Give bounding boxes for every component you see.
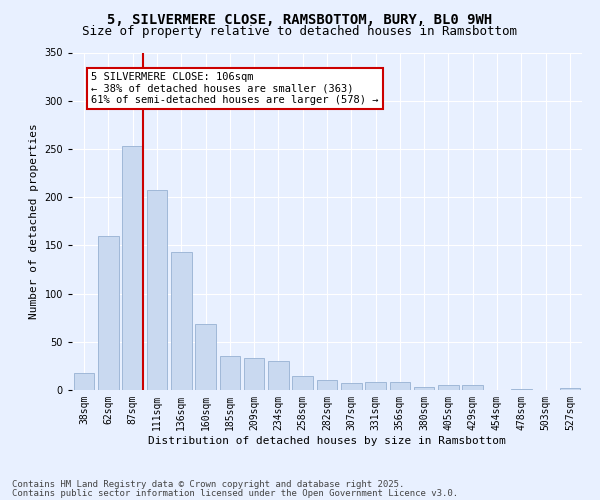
Bar [511,389,532,390]
X-axis label: Distribution of detached houses by size in Ramsbottom: Distribution of detached houses by size … [148,436,506,446]
Bar [74,372,94,390]
Bar [171,252,191,390]
Bar [195,324,216,390]
Bar [414,387,434,390]
Bar [292,376,313,390]
Bar [220,356,240,390]
Bar [365,382,386,390]
Bar [244,358,265,390]
Bar [463,385,483,390]
Y-axis label: Number of detached properties: Number of detached properties [29,124,39,319]
Text: 5 SILVERMERE CLOSE: 106sqm
← 38% of detached houses are smaller (363)
61% of sem: 5 SILVERMERE CLOSE: 106sqm ← 38% of deta… [91,72,379,105]
Bar [122,146,143,390]
Bar [560,388,580,390]
Bar [438,385,459,390]
Bar [341,383,362,390]
Text: Contains HM Land Registry data © Crown copyright and database right 2025.: Contains HM Land Registry data © Crown c… [12,480,404,489]
Text: 5, SILVERMERE CLOSE, RAMSBOTTOM, BURY, BL0 9WH: 5, SILVERMERE CLOSE, RAMSBOTTOM, BURY, B… [107,12,493,26]
Bar [98,236,119,390]
Text: Contains public sector information licensed under the Open Government Licence v3: Contains public sector information licen… [12,489,458,498]
Bar [389,382,410,390]
Text: Size of property relative to detached houses in Ramsbottom: Size of property relative to detached ho… [83,25,517,38]
Bar [317,380,337,390]
Bar [268,361,289,390]
Bar [146,190,167,390]
